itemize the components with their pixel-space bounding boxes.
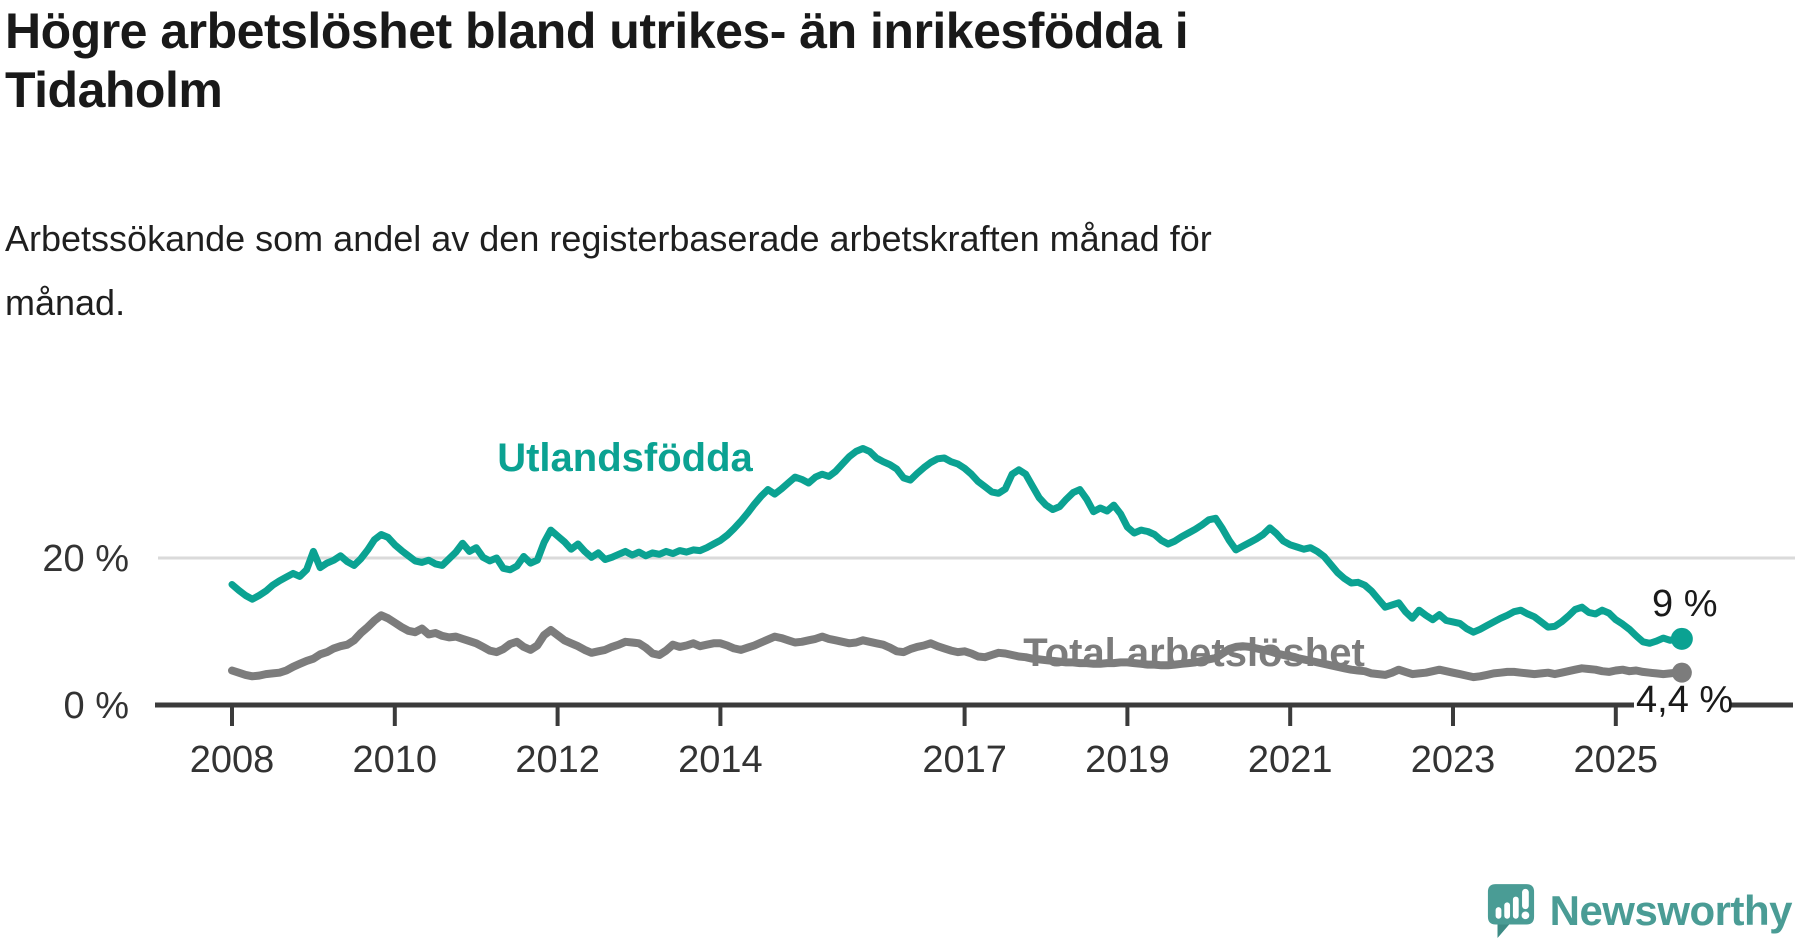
x-tick-label-2008: 2008 (190, 739, 275, 781)
x-tick-label-2021: 2021 (1248, 739, 1333, 781)
utlandsfodda-series-label: Utlandsfödda (497, 436, 753, 480)
title-line2: Tidaholm (5, 62, 223, 118)
newsworthy-logo-icon (1486, 882, 1536, 940)
total-arbetsloshet-series-label: Total arbetslöshet (1023, 631, 1365, 675)
subtitle-line2: månad. (5, 282, 126, 323)
page-title: Högre arbetslöshet bland utrikes- än inr… (5, 2, 1565, 120)
x-tick-label-2017: 2017 (922, 739, 1007, 781)
logo-exclamation-bar (1521, 888, 1529, 910)
x-tick-label-2012: 2012 (515, 739, 600, 781)
x-tick-label-2014: 2014 (678, 739, 763, 781)
x-tick-label-2010: 2010 (353, 739, 438, 781)
logo-bar-3 (1512, 896, 1519, 919)
utlandsfodda-line (228, 445, 1681, 647)
total-arbetsloshet-end-value-label: 4,4 % (1636, 679, 1733, 721)
utlandsfodda-end-dot (1670, 627, 1693, 650)
x-tick-label-2023: 2023 (1411, 739, 1496, 781)
total-arbetsloshet-end-dot (1671, 662, 1692, 683)
y-axis-label-20: 20 % (42, 538, 129, 580)
speech-bubble-tail-shade (1497, 924, 1509, 938)
chart-subtitle: Arbetssökande som andel av den registerb… (5, 207, 1565, 335)
newsworthy-logo-text: Newsworthy (1549, 887, 1793, 934)
subtitle-line1: Arbetssökande som andel av den registerb… (5, 218, 1212, 259)
logo-bar-2 (1503, 902, 1510, 919)
x-tick-label-2019: 2019 (1085, 739, 1170, 781)
total-arbetsloshet-line (228, 611, 1681, 682)
logo-exclamation-dot (1521, 911, 1529, 920)
title-line1: Högre arbetslöshet bland utrikes- än inr… (5, 3, 1189, 59)
x-tick-label-2025: 2025 (1574, 739, 1659, 781)
utlandsfodda-end-value-label: 9 % (1652, 583, 1717, 625)
logo-bar-1 (1495, 907, 1501, 919)
y-axis-label-0: 0 % (64, 685, 129, 727)
newsworthy-logo: Newsworthy (1486, 882, 1793, 940)
